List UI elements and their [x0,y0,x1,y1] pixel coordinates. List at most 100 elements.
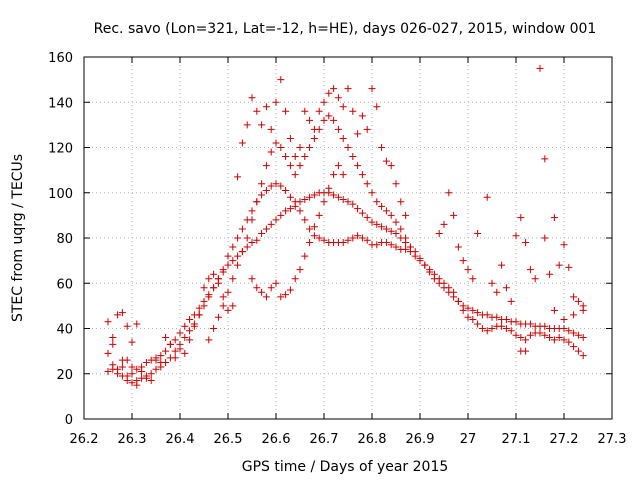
data-point [502,325,510,332]
data-point [339,239,347,247]
data-point [339,103,347,111]
data-point [565,263,573,271]
data-point [474,320,482,328]
data-point [325,184,333,192]
series-scatter-tail [435,64,587,355]
y-axis-label: STEC from uqrg / TECUs [10,154,26,322]
data-point [536,64,544,72]
data-point [517,334,525,342]
data-point [186,327,194,335]
data-point [234,234,242,242]
data-point [574,347,582,355]
data-point [282,291,290,299]
x-tick-label: 27.2 [550,432,579,447]
data-point [368,85,376,93]
data-point [570,311,578,319]
data-point [118,363,126,371]
data-point [555,261,563,269]
data-point [483,193,491,201]
data-point [392,218,400,226]
data-point [320,98,328,106]
data-point [258,121,266,129]
data-point [349,234,357,242]
data-point [267,125,275,133]
data-point [210,284,218,292]
data-point [248,275,256,283]
data-point [286,205,294,213]
data-point [200,284,208,292]
data-point [277,76,285,84]
data-point [368,189,376,197]
data-point [565,338,573,346]
data-point [277,182,285,190]
data-point [296,266,304,274]
data-point [306,239,314,247]
series-arc-high [205,112,414,344]
data-point [262,293,270,301]
data-point [200,297,208,305]
data-point [310,191,318,199]
data-point [109,361,117,369]
data-point [109,340,117,348]
data-point [214,313,222,321]
data-point [262,103,270,111]
data-point [382,225,390,233]
data-point [176,329,184,337]
x-tick-label: 26.2 [70,432,99,447]
data-point [210,325,218,332]
data-point [258,229,266,237]
x-tick-label: 26.6 [262,432,291,447]
data-point [450,211,458,219]
data-point [306,193,314,201]
data-point [358,209,366,217]
data-point [310,232,318,240]
data-point [291,275,299,283]
data-point [306,225,314,233]
data-point [378,144,386,151]
data-point [493,288,501,296]
data-point [310,125,318,133]
data-point [186,336,194,344]
data-point [459,257,467,265]
data-point [344,85,352,93]
data-point [253,284,261,292]
data-point [291,153,299,161]
data-point [387,227,395,235]
data-point [522,239,530,247]
data-point [229,302,237,310]
data-point [406,243,414,251]
data-point [402,211,410,219]
data-point [522,336,530,344]
data-point [128,338,136,346]
x-tick-label: 26.3 [118,432,147,447]
data-point [392,243,400,251]
data-point [286,193,294,201]
data-point [253,107,261,115]
data-point [181,322,189,330]
data-point [464,304,472,312]
data-point [205,291,213,299]
data-point [445,288,453,296]
data-point [541,322,549,330]
data-point [195,311,203,319]
data-point [502,284,510,292]
data-point [488,325,496,332]
data-point [325,89,333,97]
series-arc-peak [234,76,410,219]
x-tick-label: 26.5 [214,432,243,447]
data-point [234,252,242,260]
data-point [301,153,309,161]
data-point [483,327,491,335]
data-point [234,261,242,269]
data-point [190,322,198,330]
data-point [469,315,477,323]
data-point [176,345,184,353]
data-point [522,347,530,355]
data-point [258,191,266,199]
data-point [118,309,126,317]
data-point [291,202,299,210]
data-point [435,279,443,287]
data-point [181,349,189,357]
data-point [531,275,539,283]
data-point [229,275,237,283]
